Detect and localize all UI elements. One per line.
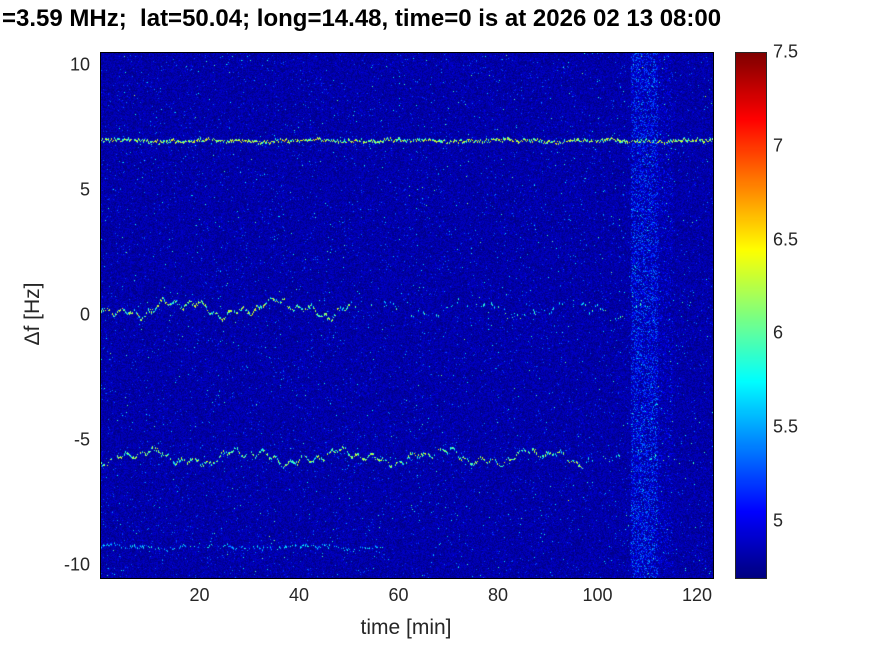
x-tick-label: 20 xyxy=(189,585,210,605)
x-tick-label: 60 xyxy=(388,585,409,605)
colorbar-tick-label: 7.5 xyxy=(773,41,799,62)
x-tick-label: 100 xyxy=(582,585,613,605)
y-axis-label: Δf [Hz] xyxy=(21,282,44,346)
y-tick-label: 0 xyxy=(79,304,90,324)
y-tick-label: 5 xyxy=(79,179,90,199)
x-axis-label: time [min] xyxy=(360,616,452,639)
x-tick-label: 40 xyxy=(289,585,310,605)
colorbar-tick-label: 6 xyxy=(773,322,784,343)
y-tick-label: -10 xyxy=(63,554,90,574)
colorbar-tick-label: 6.5 xyxy=(773,229,799,249)
colorbar-tick-label: 7 xyxy=(773,135,784,156)
colorbar-tick-label: 5.5 xyxy=(773,416,799,437)
chart-title: =3.59 MHz; lat=50.04; long=14.48, time=0… xyxy=(2,5,722,32)
y-tick-label: -5 xyxy=(73,429,90,449)
colorbar xyxy=(735,52,767,579)
x-tick-label: 120 xyxy=(682,585,713,605)
x-tick-label: 80 xyxy=(488,585,509,605)
y-tick-label: 10 xyxy=(69,54,90,74)
colorbar-tick-label: 5 xyxy=(773,510,784,531)
spectrogram-canvas xyxy=(101,53,713,578)
plot-area xyxy=(100,52,714,579)
